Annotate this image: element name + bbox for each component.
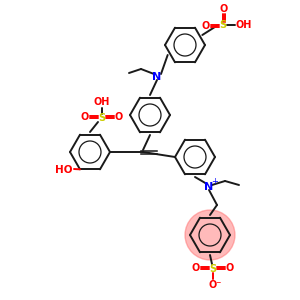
Text: O: O bbox=[220, 4, 228, 14]
Text: O: O bbox=[81, 112, 89, 122]
Text: N: N bbox=[152, 72, 162, 82]
Text: OH: OH bbox=[236, 20, 252, 30]
Text: S: S bbox=[98, 113, 106, 123]
Text: O: O bbox=[192, 263, 200, 273]
Text: O: O bbox=[202, 21, 210, 31]
Text: S: S bbox=[209, 264, 217, 274]
Text: O: O bbox=[115, 112, 123, 122]
Text: O: O bbox=[226, 263, 234, 273]
Text: S: S bbox=[219, 20, 226, 30]
Text: +: + bbox=[212, 178, 218, 187]
Text: O⁻: O⁻ bbox=[208, 280, 222, 290]
Circle shape bbox=[185, 210, 235, 260]
Text: OH: OH bbox=[94, 97, 110, 107]
Text: HO: HO bbox=[55, 165, 73, 175]
Text: N: N bbox=[204, 182, 214, 192]
